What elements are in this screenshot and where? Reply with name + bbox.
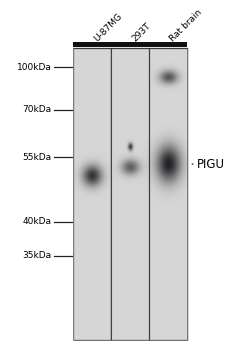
Text: 70kDa: 70kDa	[22, 105, 51, 114]
Text: 55kDa: 55kDa	[22, 153, 51, 162]
Bar	[73, 42, 111, 47]
Text: PIGU: PIGU	[197, 158, 225, 170]
Text: Rat brain: Rat brain	[168, 8, 204, 43]
Text: 40kDa: 40kDa	[22, 217, 51, 226]
Text: 35kDa: 35kDa	[22, 251, 51, 260]
Bar	[111, 42, 149, 47]
Text: 293T: 293T	[130, 21, 152, 43]
Text: U-87MG: U-87MG	[92, 12, 124, 43]
Text: 100kDa: 100kDa	[16, 63, 51, 72]
Bar	[149, 42, 187, 47]
